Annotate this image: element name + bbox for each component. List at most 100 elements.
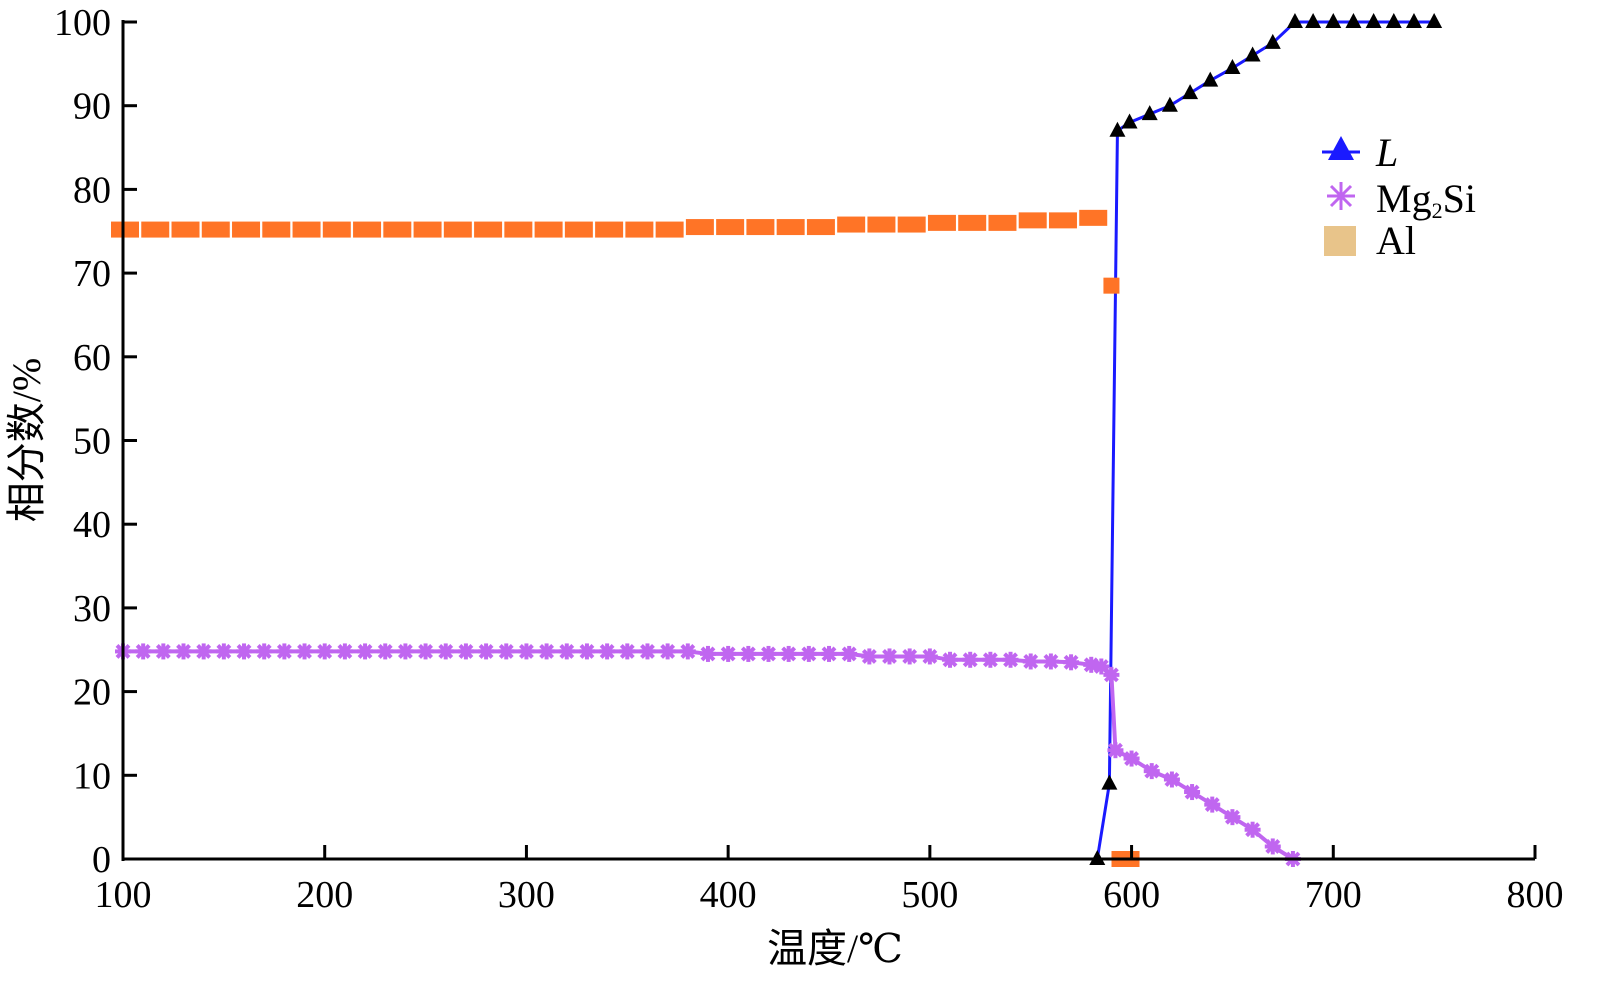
data-point-square — [171, 221, 200, 238]
y-tick-label: 100 — [54, 2, 111, 44]
asterisk-stroke — [438, 644, 454, 659]
asterisk-stroke — [660, 644, 676, 659]
data-point-triangle — [1345, 13, 1362, 28]
asterisk-stroke — [458, 644, 474, 659]
data-point-asterisk — [397, 643, 414, 660]
asterisk-stroke — [1103, 667, 1119, 683]
data-point-asterisk — [780, 645, 797, 662]
data-point-triangle — [1109, 121, 1126, 137]
asterisk-stroke — [1204, 797, 1220, 813]
data-point-asterisk — [942, 651, 959, 668]
data-point-square — [1103, 277, 1120, 294]
data-point-asterisk — [760, 645, 777, 662]
data-point-asterisk — [821, 645, 837, 662]
data-point-asterisk — [316, 643, 333, 660]
data-point-square — [776, 219, 805, 236]
data-point-square — [383, 221, 412, 238]
y-tick-label: 90 — [73, 86, 111, 128]
legend-asterisk-icon — [1327, 182, 1355, 210]
data-point-triangle — [1426, 13, 1443, 28]
data-point-asterisk — [1103, 666, 1120, 683]
data-point-square — [988, 214, 1017, 231]
data-point-asterisk — [1224, 809, 1241, 826]
data-point-asterisk — [1204, 796, 1221, 813]
legend-item-l: L — [1322, 130, 1398, 175]
asterisk-stroke — [861, 649, 877, 664]
data-point-asterisk — [982, 651, 999, 668]
data-point-square — [1018, 212, 1047, 229]
data-point-asterisk — [1063, 654, 1080, 671]
y-axis-label: 相分数/% — [4, 358, 49, 522]
data-point-square — [716, 219, 745, 236]
asterisk-stroke — [176, 644, 191, 659]
asterisk-stroke — [276, 644, 292, 659]
data-point-asterisk — [478, 643, 495, 660]
x-tick-label: 400 — [700, 874, 757, 916]
x-tick-label: 700 — [1305, 874, 1362, 916]
data-point-asterisk — [357, 643, 374, 660]
data-point-asterisk — [236, 643, 253, 660]
data-point-asterisk — [921, 648, 938, 665]
data-point-asterisk — [135, 643, 152, 660]
data-point-square — [474, 221, 503, 238]
asterisk-stroke — [317, 644, 333, 659]
data-point-square — [685, 219, 714, 236]
y-tick-label: 40 — [73, 504, 111, 546]
data-point-asterisk — [1264, 838, 1281, 855]
legend-item-al: Al — [1324, 218, 1416, 263]
series-al — [111, 209, 1140, 867]
asterisk-stroke — [216, 644, 232, 659]
asterisk-stroke — [1144, 763, 1160, 779]
asterisk-stroke — [1124, 751, 1139, 766]
asterisk-stroke — [1225, 809, 1240, 825]
asterisk-stroke — [297, 644, 312, 659]
data-point-square — [292, 221, 321, 238]
y-tick-label: 80 — [73, 169, 111, 211]
data-point-square — [534, 221, 563, 238]
data-point-triangle — [1264, 33, 1281, 49]
asterisk-stroke — [982, 652, 998, 668]
data-point-square — [353, 221, 382, 238]
asterisk-stroke — [337, 644, 353, 659]
data-point-asterisk — [1244, 821, 1261, 838]
data-point-square — [504, 221, 533, 238]
asterisk-stroke — [1003, 652, 1018, 668]
data-point-asterisk — [659, 643, 676, 660]
asterisk-stroke — [539, 644, 555, 659]
y-tick-label: 50 — [73, 421, 111, 463]
y-tick-label: 20 — [73, 672, 111, 714]
data-point-asterisk — [740, 645, 757, 662]
x-tick-label: 600 — [1103, 874, 1160, 916]
data-point-asterisk — [437, 643, 454, 660]
asterisk-stroke — [1023, 654, 1039, 669]
asterisk-stroke — [155, 644, 171, 659]
series-layer — [111, 13, 1443, 867]
data-point-square — [564, 221, 593, 238]
asterisk-stroke — [559, 644, 575, 659]
ticks: 100 200 300 400 500 600 700 800 0 10 20 30 40 50 60 70 8… — [54, 2, 1564, 916]
data-point-asterisk — [457, 643, 474, 660]
asterisk-stroke — [397, 644, 413, 659]
y-tick-label: 70 — [73, 253, 111, 295]
asterisk-stroke — [1164, 772, 1180, 787]
data-point-asterisk — [800, 645, 817, 662]
data-point-asterisk — [336, 643, 353, 660]
asterisk-stroke — [801, 646, 817, 662]
data-point-asterisk — [619, 643, 636, 660]
data-point-asterisk — [841, 645, 858, 662]
asterisk-stroke — [1265, 839, 1281, 854]
data-point-square — [443, 221, 472, 238]
asterisk-stroke — [478, 644, 494, 659]
data-point-asterisk — [256, 643, 273, 660]
data-point-triangle — [1405, 13, 1422, 28]
data-point-square — [232, 221, 261, 238]
data-point-asterisk — [1042, 653, 1059, 670]
asterisk-stroke — [640, 644, 655, 659]
data-point-triangle — [1325, 13, 1342, 28]
data-point-triangle — [1224, 59, 1241, 75]
series-mg2si — [115, 643, 1301, 867]
data-point-triangle — [1286, 13, 1303, 28]
data-point-asterisk — [1002, 651, 1019, 668]
data-point-asterisk — [175, 643, 192, 660]
